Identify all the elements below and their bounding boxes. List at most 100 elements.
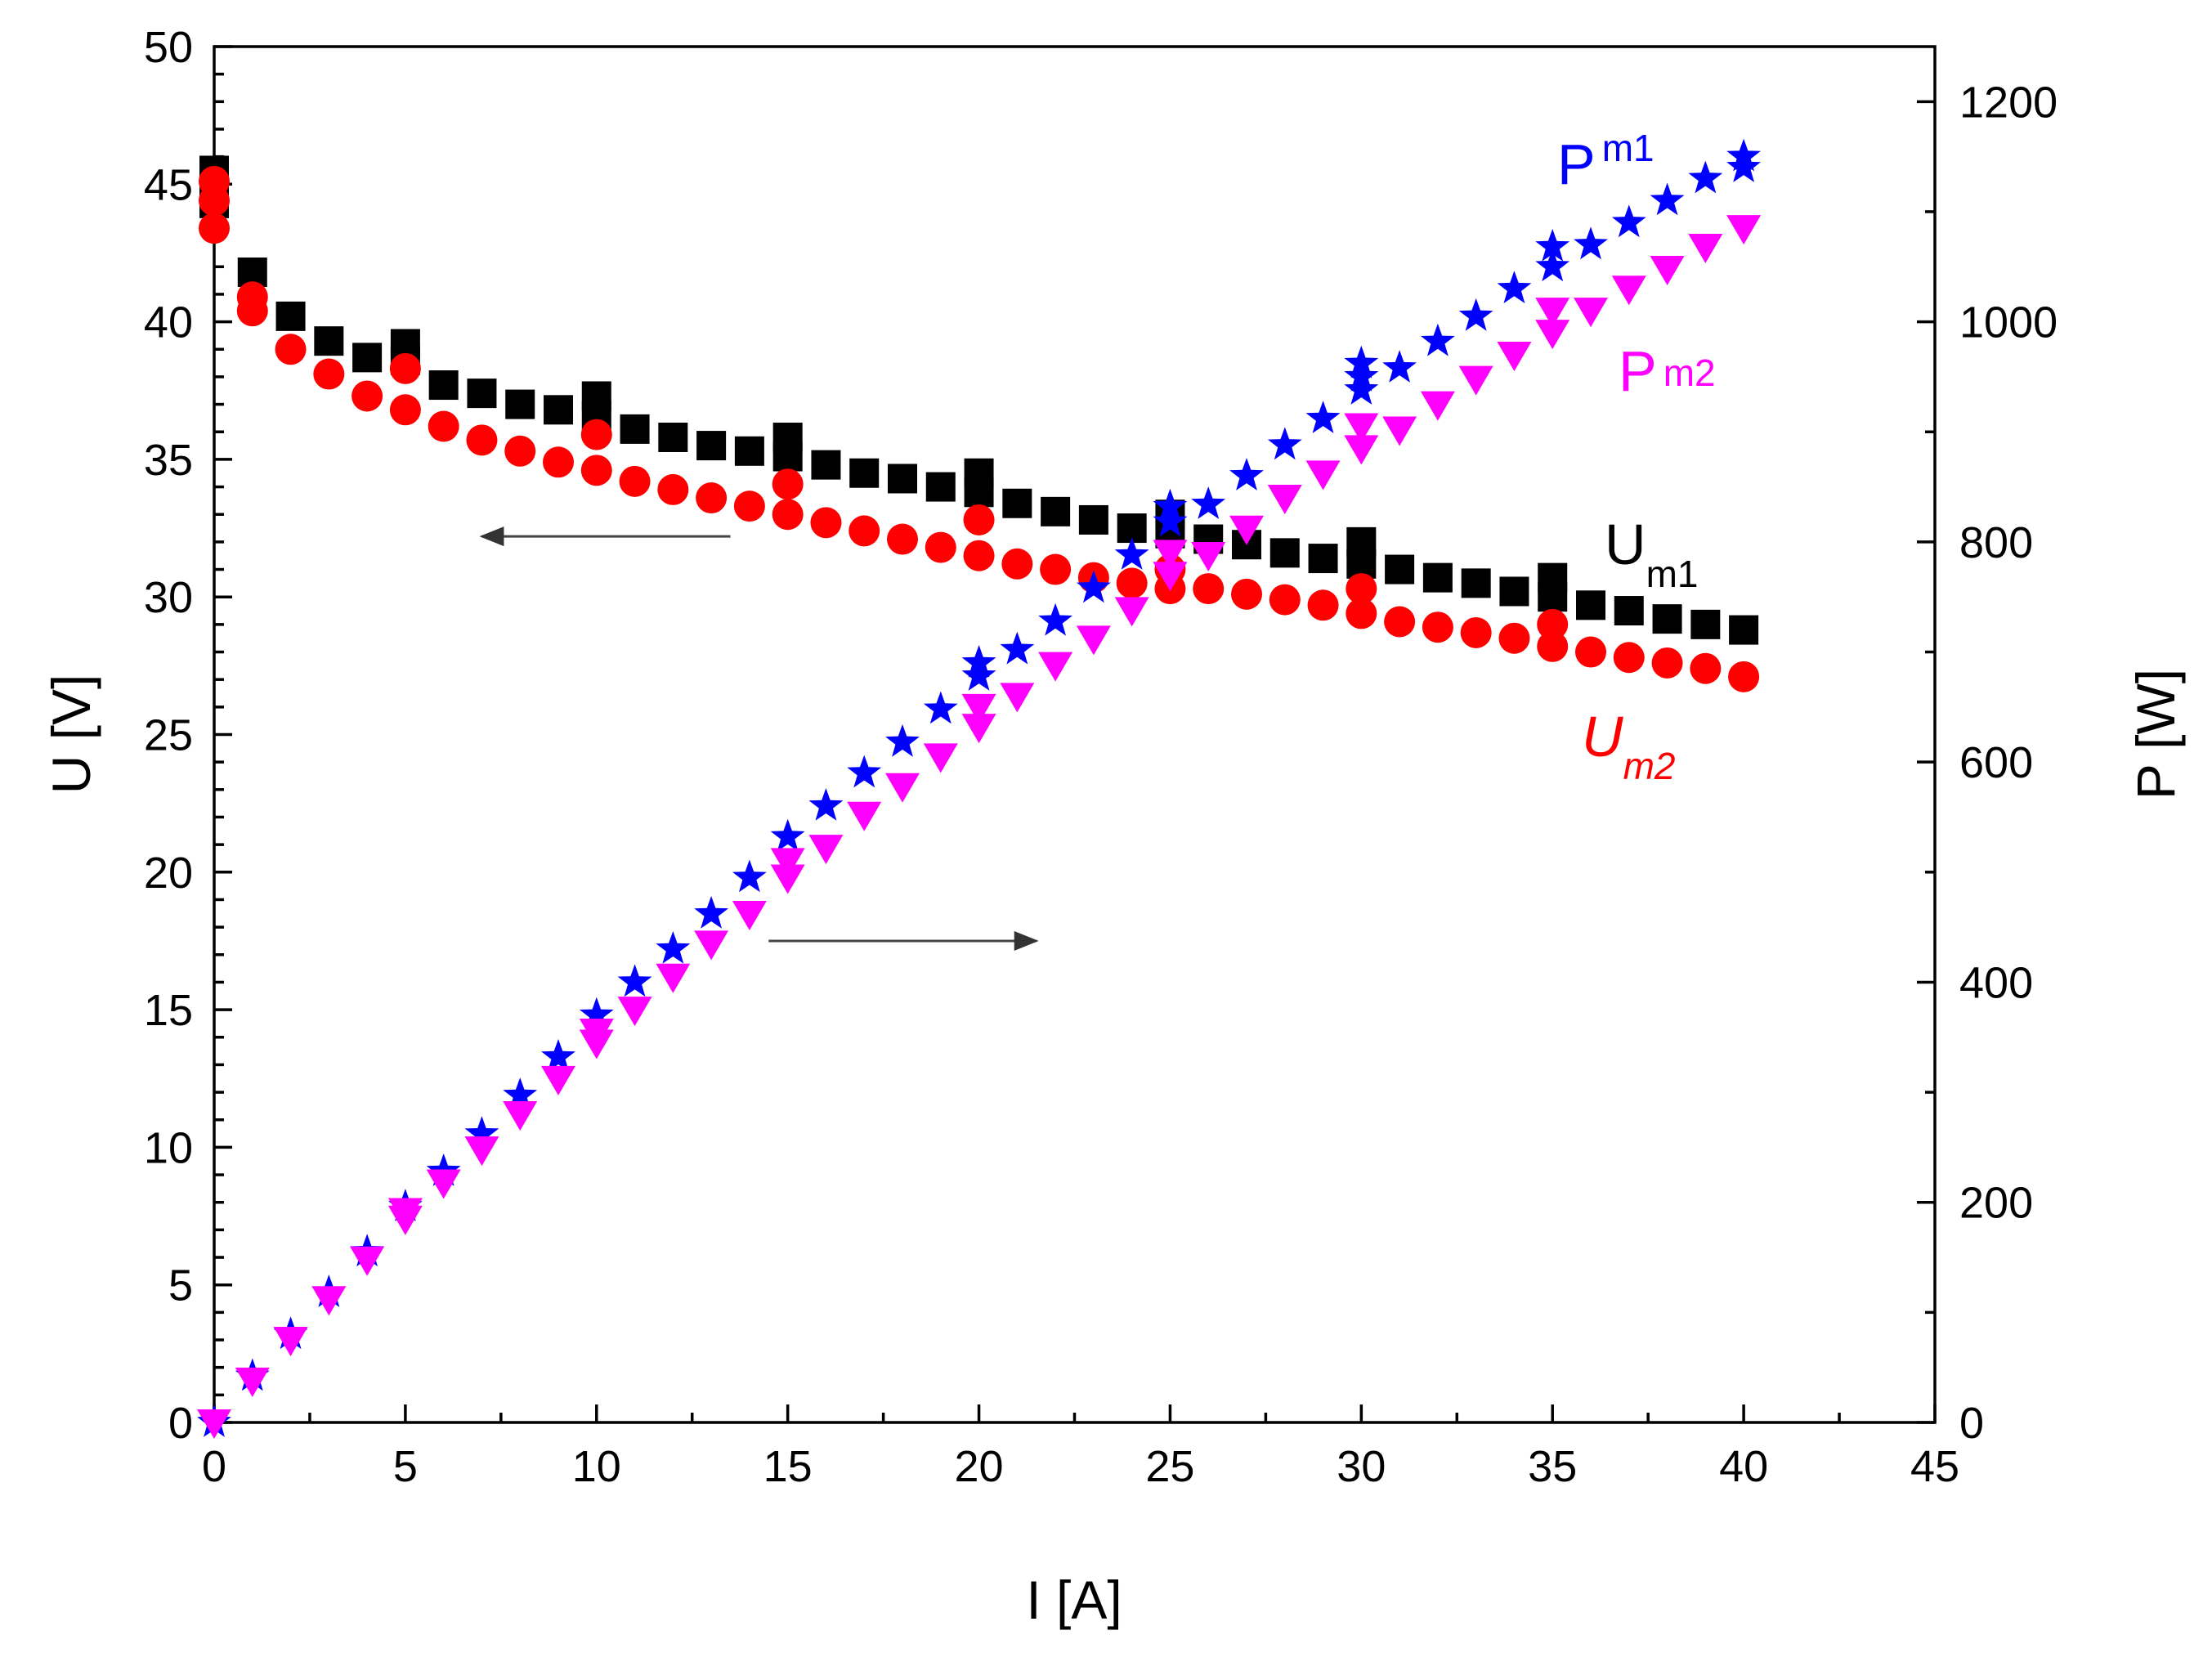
direction-arrows bbox=[479, 526, 1039, 951]
U_m2-point bbox=[1307, 589, 1339, 621]
x-axis-title: I [A] bbox=[1026, 1570, 1122, 1630]
P_m2-point bbox=[503, 1101, 538, 1131]
U_m2-point bbox=[849, 515, 880, 547]
U_m2-point bbox=[963, 540, 995, 571]
U_m2-point bbox=[1193, 573, 1225, 605]
P_m2-point bbox=[1535, 320, 1570, 350]
P_m1-point bbox=[1421, 323, 1455, 356]
U_m1-point bbox=[352, 343, 383, 373]
P_m1-point bbox=[1038, 603, 1072, 636]
U_m2-point bbox=[1231, 578, 1262, 610]
U_m2-point bbox=[696, 482, 728, 514]
P_m1-point bbox=[694, 896, 728, 929]
U_m1-point bbox=[811, 450, 841, 480]
U_m1-point bbox=[925, 472, 956, 502]
U_m2-point bbox=[1269, 584, 1301, 616]
y-right-tick-label: 600 bbox=[1959, 738, 2033, 787]
P_m2-point bbox=[1611, 276, 1646, 306]
P_m2-point bbox=[847, 801, 882, 831]
P_m1-point bbox=[503, 1077, 538, 1110]
U_m2-point bbox=[1651, 647, 1683, 679]
P_m2-point bbox=[1153, 540, 1188, 570]
U_m1-point bbox=[1499, 576, 1529, 607]
x-tick-label: 25 bbox=[1145, 1442, 1194, 1491]
P_m2-point bbox=[541, 1065, 575, 1095]
U_m1-point bbox=[772, 441, 803, 472]
U_m1-point bbox=[849, 458, 880, 488]
U_m1-point bbox=[1269, 538, 1300, 568]
U_m2-point bbox=[1728, 661, 1760, 692]
U_m2-point bbox=[1422, 611, 1453, 643]
U_m2-point bbox=[313, 358, 345, 390]
P_m2-point bbox=[617, 997, 652, 1027]
P_m2-point bbox=[808, 835, 844, 865]
U_m1-point bbox=[1385, 554, 1415, 585]
y-left-tick-label: 35 bbox=[144, 436, 193, 485]
P_m1-point bbox=[1153, 488, 1188, 522]
U_m1-point bbox=[1002, 488, 1032, 518]
y-right-tick-label: 1200 bbox=[1959, 78, 2058, 127]
U_m2-point bbox=[543, 446, 574, 478]
P_m1-point bbox=[1726, 150, 1761, 182]
U_m1-point bbox=[1652, 604, 1682, 634]
U_m1-point bbox=[696, 431, 727, 461]
y-left-tick-label: 20 bbox=[144, 849, 193, 898]
P_m2-point bbox=[885, 773, 920, 803]
y-left-tick-label: 5 bbox=[168, 1261, 193, 1310]
y-left-tick-label: 30 bbox=[144, 573, 193, 622]
label-U-m1: Um1 bbox=[1605, 513, 1698, 595]
U_m1-point bbox=[658, 422, 688, 452]
P_m2-point bbox=[1114, 597, 1149, 627]
P_m1-point bbox=[885, 723, 920, 757]
U_m2-point bbox=[580, 419, 612, 450]
y-left-tick-label: 10 bbox=[144, 1123, 193, 1172]
U_m2-point bbox=[925, 531, 956, 563]
x-tick-label: 15 bbox=[763, 1442, 813, 1491]
P_m2-point bbox=[1076, 625, 1111, 656]
U_m1-point bbox=[544, 395, 573, 425]
P_m1-point bbox=[1114, 537, 1149, 570]
U_m1-point bbox=[1461, 568, 1491, 598]
U_m2-point bbox=[887, 523, 918, 555]
P_m1-point bbox=[1650, 182, 1685, 216]
U_m1-point bbox=[275, 301, 306, 331]
P_m2-point bbox=[1344, 435, 1379, 465]
U_m1-point bbox=[964, 477, 994, 508]
y-right-tick-label: 400 bbox=[1959, 958, 2033, 1007]
U_m2-point bbox=[1613, 642, 1645, 674]
series-P_m2 bbox=[197, 215, 1762, 1439]
P_m2-point bbox=[1191, 542, 1226, 572]
y-right-tick-label: 200 bbox=[1959, 1179, 2033, 1228]
axis-tick-labels: 0 5 10 15 20 25 30 35 40 450510152025303540455002… bbox=[144, 23, 2058, 1491]
y-left-tick-label: 15 bbox=[144, 986, 193, 1035]
label-subscript: m1 bbox=[1602, 127, 1655, 169]
P_m2-point bbox=[1420, 391, 1455, 421]
P_m2-point bbox=[311, 1286, 347, 1316]
U_m1-point bbox=[467, 379, 497, 409]
P_m1-point bbox=[1535, 229, 1570, 262]
P_m1-point bbox=[464, 1116, 499, 1149]
y-right-tick-label: 0 bbox=[1959, 1399, 1984, 1448]
P_m2-point bbox=[732, 900, 767, 930]
U_m2-point bbox=[1384, 606, 1416, 638]
P_m1-point bbox=[961, 658, 996, 691]
U_m2-point bbox=[772, 499, 804, 531]
U_m2-point bbox=[963, 504, 995, 535]
y-left-tick-label: 50 bbox=[144, 23, 193, 72]
U_m1-point bbox=[888, 464, 917, 494]
plot-frame bbox=[213, 45, 1937, 1424]
P_m2-point bbox=[1574, 298, 1608, 328]
label-subscript: m1 bbox=[1646, 553, 1699, 595]
P_m2-point bbox=[1382, 416, 1417, 446]
P_m2-point bbox=[1153, 562, 1188, 592]
P_m2-point bbox=[923, 743, 958, 773]
data-marks bbox=[197, 138, 1762, 1439]
U_m2-point bbox=[1001, 548, 1033, 580]
U_m2-point bbox=[657, 473, 689, 505]
U_m1-point bbox=[1078, 504, 1108, 535]
P_m1-point bbox=[1305, 401, 1341, 433]
x-tick-label: 5 bbox=[393, 1442, 418, 1491]
